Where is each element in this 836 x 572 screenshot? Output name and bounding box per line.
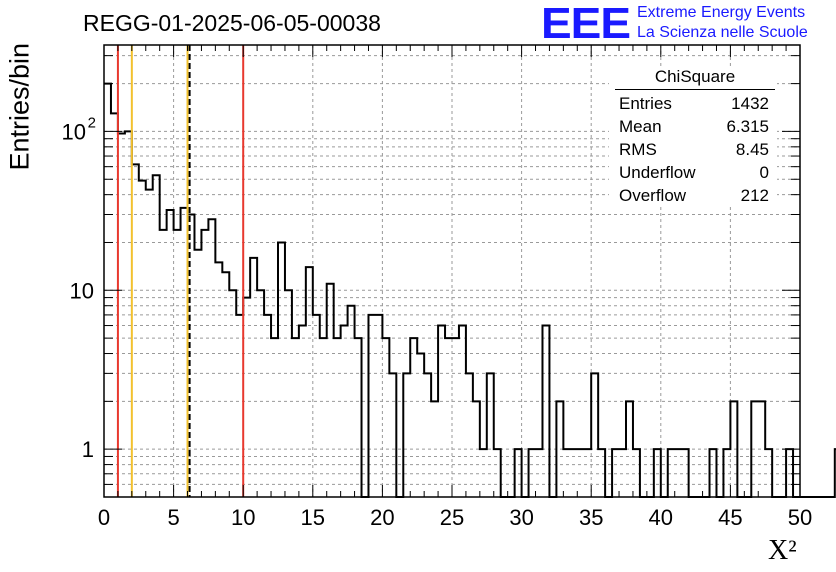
stats-row-overflow: Overflow 212 bbox=[609, 184, 777, 207]
x-tick-label: 0 bbox=[98, 505, 110, 530]
y-tick-label: 10 bbox=[62, 119, 86, 144]
x-axis-label: X² bbox=[768, 535, 797, 566]
x-tick-label: 20 bbox=[370, 505, 394, 530]
x-tick-label: 35 bbox=[579, 505, 603, 530]
y-tick-label-exponent: 2 bbox=[88, 114, 96, 131]
stats-label: RMS bbox=[619, 140, 657, 159]
chart-title: REGG-01-2025-06-05-00038 bbox=[83, 10, 381, 36]
stats-label: Overflow bbox=[619, 186, 687, 205]
stats-label: Mean bbox=[619, 117, 662, 136]
x-tick-label: 5 bbox=[167, 505, 179, 530]
x-tick-label: 25 bbox=[440, 505, 464, 530]
stats-value: 8.45 bbox=[735, 140, 769, 159]
stats-value: 0 bbox=[759, 163, 769, 182]
stats-value: 1432 bbox=[731, 94, 769, 113]
stats-value: 212 bbox=[740, 186, 769, 205]
y-tick-label: 10 bbox=[70, 278, 94, 303]
stats-row-mean: Mean 6.315 bbox=[609, 115, 777, 138]
stats-row-underflow: Underflow 0 bbox=[609, 161, 777, 184]
stats-row-entries: Entries 1432 bbox=[609, 92, 777, 115]
x-tick-label: 30 bbox=[509, 505, 533, 530]
histogram-series bbox=[104, 82, 836, 498]
x-tick-label: 45 bbox=[718, 505, 742, 530]
logo-line-2: La Scienza nelle Scuole bbox=[637, 24, 808, 41]
x-tick-label: 40 bbox=[649, 505, 673, 530]
logo-caption: Extreme Energy Events La Scienza nelle S… bbox=[637, 3, 808, 43]
stats-title: ChiSquare bbox=[615, 66, 775, 90]
stats-label: Underflow bbox=[619, 163, 696, 182]
logo-line-1: Extreme Energy Events bbox=[637, 4, 806, 21]
stats-row-rms: RMS 8.45 bbox=[609, 138, 777, 161]
x-tick-label: 10 bbox=[231, 505, 255, 530]
stats-value: 6.315 bbox=[726, 117, 769, 136]
stats-label: Entries bbox=[619, 94, 672, 113]
y-axis-label: Entries/bin bbox=[4, 42, 35, 171]
x-tick-label: 15 bbox=[301, 505, 325, 530]
stats-box: ChiSquare Entries 1432 Mean 6.315 RMS 8.45 … bbox=[609, 66, 777, 207]
x-tick-label: 50 bbox=[788, 505, 812, 530]
y-tick-label: 1 bbox=[82, 437, 94, 462]
eee-logo: EEE bbox=[541, 0, 631, 48]
